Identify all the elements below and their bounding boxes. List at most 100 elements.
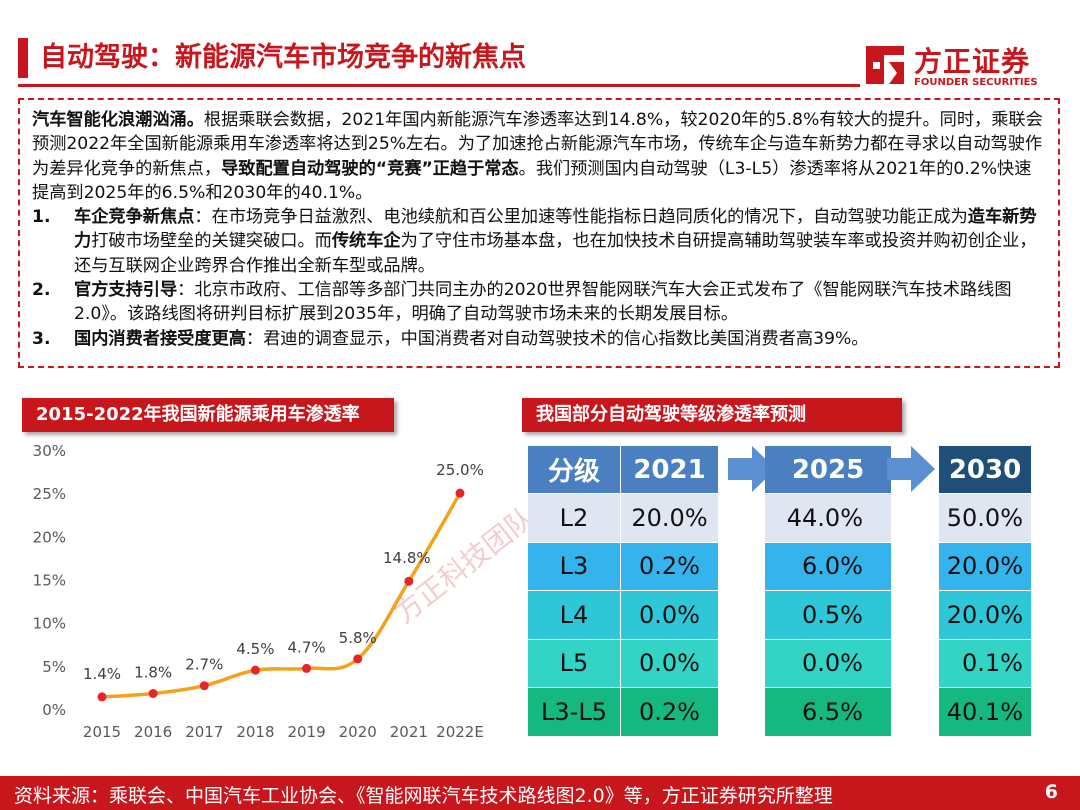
- value-cell: 0.0%: [620, 591, 718, 640]
- point-emphasis: 造车新势力: [74, 207, 1037, 252]
- page-title: 自动驾驶：新能源汽车市场竞争的新焦点: [40, 42, 526, 73]
- point-number: 2.: [32, 280, 51, 301]
- intro-paragraph: 汽车智能化浪潮汹涌。根据乘联会数据，2021年国内新能源汽车渗透率达到14.8%…: [32, 108, 1048, 205]
- value-cell: 6.0%: [765, 542, 891, 591]
- table-row: 6.5%: [765, 688, 891, 737]
- x-tick-label: 2017: [185, 723, 223, 741]
- y-tick-label: 15%: [33, 572, 66, 590]
- data-point: [250, 665, 260, 675]
- point-heading: 车企竞争新焦点: [74, 207, 195, 228]
- level-cell: L3: [528, 542, 620, 591]
- data-point: [455, 488, 465, 498]
- logo-text-cn: 方正证券: [914, 45, 1031, 78]
- data-point: [97, 692, 107, 702]
- point-number: 3.: [32, 328, 51, 349]
- data-point: [353, 654, 363, 664]
- value-cell: 20.0%: [939, 591, 1031, 640]
- value-cell: 50.0%: [939, 494, 1031, 543]
- header-2021: 2021: [620, 446, 718, 494]
- data-label: 1.4%: [83, 665, 121, 683]
- data-point: [148, 688, 158, 698]
- table-row: 40.1%: [939, 688, 1031, 737]
- y-tick-label: 0%: [42, 701, 66, 719]
- logo-text-en: FOUNDER SECURITIES: [914, 77, 1038, 88]
- point-number: 1.: [32, 207, 51, 228]
- value-cell: 0.5%: [765, 591, 891, 640]
- value-cell: 20.0%: [939, 542, 1031, 591]
- x-tick-label: 2016: [134, 723, 172, 741]
- level-cell: L3-L5: [528, 688, 620, 737]
- table-row: 50.0%: [939, 494, 1031, 543]
- summary-box: 汽车智能化浪潮汹涌。根据乘联会数据，2021年国内新能源汽车渗透率达到14.8%…: [18, 98, 1060, 368]
- header-level: 分级: [528, 446, 620, 494]
- point-text: ：君迪的调查显示，中国消费者对自动驾驶技术的信心指数比美国消费者高39%。: [245, 328, 869, 349]
- y-tick-label: 10%: [33, 615, 66, 633]
- chart-section-title: 2015-2022年我国新能源乘用车渗透率: [22, 398, 394, 432]
- arrow-right-icon: [887, 446, 935, 492]
- point-text: ：在市场竞争日益激烈、电池续航和百公里加速等性能指标日趋同质化的情况下，自动驾驶…: [194, 207, 968, 228]
- level-cell: L2: [528, 494, 620, 543]
- table-row: 20.0%: [939, 591, 1031, 640]
- forecast-table-2030: 2030 50.0% 20.0% 20.0% 0.1% 40.1%: [939, 446, 1031, 737]
- header-2025: 2025: [765, 446, 891, 494]
- value-cell: 6.5%: [765, 688, 891, 737]
- point-text: 打破市场壁垒的关键突破口。而: [91, 231, 332, 252]
- y-tick-label: 25%: [33, 485, 66, 503]
- level-cell: L5: [528, 639, 620, 688]
- value-cell: 0.2%: [620, 688, 718, 737]
- value-cell: 0.2%: [620, 542, 718, 591]
- point-3: 3. 国内消费者接受度更高：君迪的调查显示，中国消费者对自动驾驶技术的信心指数比美…: [32, 327, 1048, 351]
- x-tick-label: 2019: [287, 723, 325, 741]
- level-cell: L4: [528, 591, 620, 640]
- title-accent-bar: [18, 38, 28, 78]
- point-emphasis: 传统车企: [331, 231, 401, 252]
- table-row: L4 0.0%: [528, 591, 718, 640]
- data-point: [199, 681, 209, 691]
- intro-text-1: 根据乘联会数据，2021年国内新能源汽车渗透率达到14.8%，较2020年的5.…: [32, 110, 1043, 179]
- value-cell: 0.1%: [939, 639, 1031, 688]
- point-heading: 国内消费者接受度更高: [74, 328, 246, 349]
- point-2: 2. 官方支持引导：北京市政府、工信部等多部门共同主办的2020世界智能网联汽车大…: [32, 278, 1048, 327]
- data-point: [302, 663, 312, 673]
- table-row: L3 0.2%: [528, 542, 718, 591]
- source-note: 资料来源：乘联会、中国汽车工业协会、《智能网联汽车技术路线图2.0》等，方正证券…: [14, 785, 833, 807]
- data-label: 4.7%: [288, 638, 326, 656]
- table-row: L5 0.0%: [528, 639, 718, 688]
- y-tick-label: 5%: [42, 658, 66, 676]
- x-tick-label: 2018: [236, 723, 274, 741]
- y-tick-label: 30%: [33, 442, 66, 460]
- header-2030: 2030: [939, 446, 1031, 494]
- arrow-right-icon: [728, 446, 776, 492]
- founder-logo-icon: [866, 46, 904, 84]
- data-point: [404, 576, 414, 586]
- table-row: L3-L5 0.2%: [528, 688, 718, 737]
- point-1: 1. 车企竞争新焦点：在市场竞争日益激烈、电池续航和百公里加速等性能指标日趋同质化…: [32, 205, 1048, 278]
- table-row: L2 20.0%: [528, 494, 718, 543]
- penetration-line-chart: 0% 5% 10% 15% 20% 25% 30% 2015 2016 2017 2018 2019 2…: [33, 442, 484, 741]
- x-tick-label: 2021: [390, 723, 428, 741]
- data-label: 5.8%: [339, 629, 377, 647]
- value-cell: 20.0%: [620, 494, 718, 543]
- title-divider: [18, 84, 860, 87]
- table-row: 0.0%: [765, 639, 891, 688]
- data-label: 25.0%: [436, 461, 484, 479]
- table-row: 0.1%: [939, 639, 1031, 688]
- footer-bar: 资料来源：乘联会、中国汽车工业协会、《智能网联汽车技术路线图2.0》等，方正证券…: [0, 776, 1080, 810]
- point-heading: 官方支持引导: [74, 280, 178, 301]
- value-cell: 0.0%: [765, 639, 891, 688]
- forecast-table-2025: 2025 44.0% 6.0% 0.5% 0.0% 6.5%: [765, 446, 891, 737]
- company-logo: 方正证券 FOUNDER SECURITIES: [862, 40, 1062, 96]
- data-label: 4.5%: [236, 640, 274, 658]
- forecast-table-2021: 分级 2021 L2 20.0% L3 0.2% L4 0.0% L5 0.0% L3-…: [528, 446, 718, 737]
- data-label: 14.8%: [383, 549, 431, 567]
- table-row: 20.0%: [939, 542, 1031, 591]
- point-text: 为了守住市场基本盘，也在加快技术自研提高辅助驾驶装车率或投资并购初创企业，还与互…: [74, 231, 1037, 276]
- value-cell: 40.1%: [939, 688, 1031, 737]
- intro-emphasis: 导致配置自动驾驶的“竞赛”正趋于常态: [221, 158, 519, 179]
- table-row: 0.5%: [765, 591, 891, 640]
- data-label: 2.7%: [185, 656, 223, 674]
- table-section-title: 我国部分自动驾驶等级渗透率预测: [522, 398, 902, 432]
- intro-lead: 汽车智能化浪潮汹涌。: [32, 110, 204, 130]
- y-tick-label: 20%: [33, 528, 66, 546]
- page-number: 6: [1044, 781, 1058, 803]
